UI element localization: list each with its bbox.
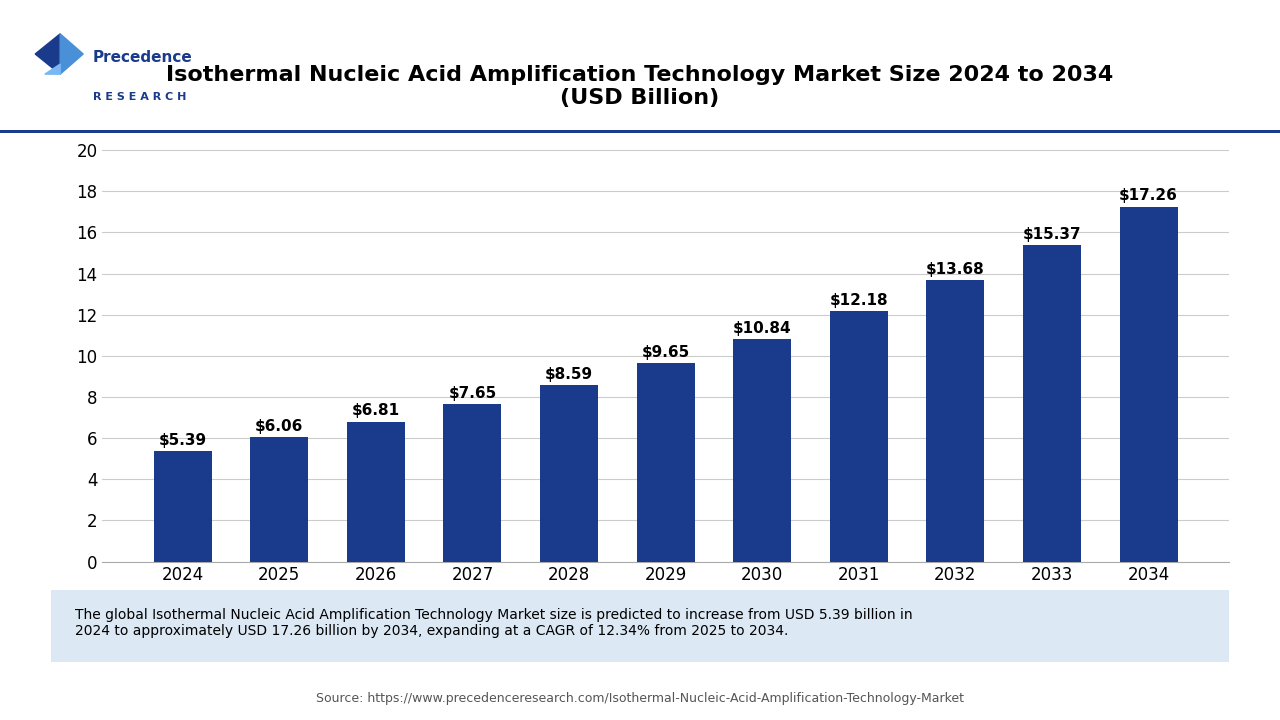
Bar: [443, 404, 502, 562]
Text: $15.37: $15.37: [1023, 228, 1082, 243]
Bar: [347, 421, 404, 562]
Polygon shape: [45, 64, 60, 74]
Bar: [927, 280, 984, 562]
Text: $8.59: $8.59: [545, 366, 593, 382]
Bar: [636, 363, 695, 562]
Text: $12.18: $12.18: [829, 293, 888, 308]
Text: Precedence: Precedence: [92, 50, 192, 65]
Text: $10.84: $10.84: [733, 320, 791, 336]
Bar: [250, 437, 308, 562]
Text: $17.26: $17.26: [1119, 189, 1178, 204]
Bar: [540, 385, 598, 562]
Polygon shape: [36, 34, 60, 74]
Text: $13.68: $13.68: [925, 262, 984, 277]
Bar: [1120, 207, 1178, 562]
Text: $5.39: $5.39: [159, 433, 206, 448]
Bar: [1023, 246, 1082, 562]
Text: Source: https://www.precedenceresearch.com/Isothermal-Nucleic-Acid-Amplification: Source: https://www.precedenceresearch.c…: [316, 692, 964, 705]
Bar: [829, 311, 888, 562]
Text: R E S E A R C H: R E S E A R C H: [92, 92, 186, 102]
Bar: [154, 451, 211, 562]
Polygon shape: [60, 34, 83, 74]
Text: $9.65: $9.65: [641, 345, 690, 360]
Text: $6.81: $6.81: [352, 403, 399, 418]
Text: $7.65: $7.65: [448, 386, 497, 401]
Text: Isothermal Nucleic Acid Amplification Technology Market Size 2024 to 2034
(USD B: Isothermal Nucleic Acid Amplification Te…: [166, 65, 1114, 108]
Text: $6.06: $6.06: [255, 419, 303, 434]
Bar: [733, 338, 791, 562]
Text: The global Isothermal Nucleic Acid Amplification Technology Market size is predi: The global Isothermal Nucleic Acid Ampli…: [74, 608, 913, 638]
